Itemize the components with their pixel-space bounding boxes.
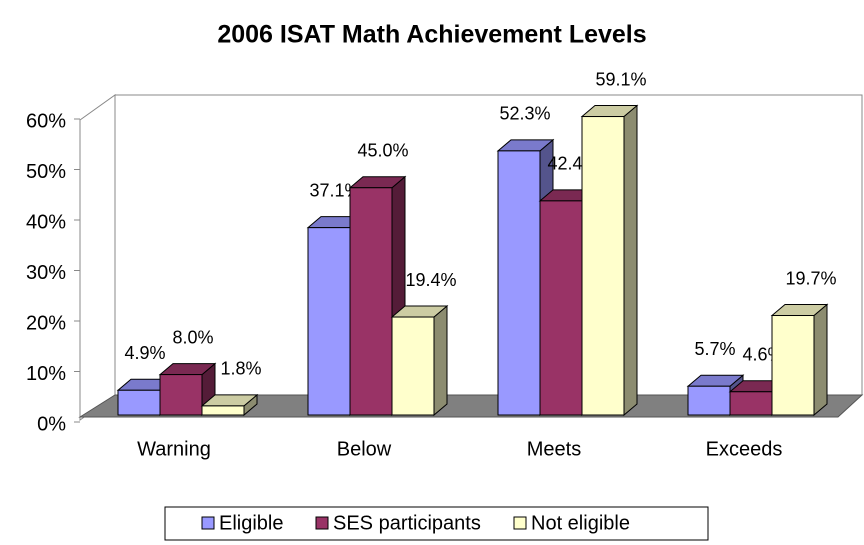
bar [201, 405, 245, 416]
y-tick-label: 30% [26, 262, 66, 284]
data-label: 5.7% [694, 339, 735, 359]
y-tick-label: 40% [26, 211, 66, 233]
data-label: 52.3% [499, 104, 550, 124]
bar [391, 316, 435, 416]
data-label: 19.7% [785, 268, 836, 288]
data-label: 45.0% [357, 141, 408, 161]
chart-title: 2006 ISAT Math Achievement Levels [217, 21, 646, 49]
x-tick-label: Meets [527, 438, 581, 460]
x-tick-label: Below [337, 438, 392, 460]
legend-swatch [315, 516, 329, 530]
data-label: 8.0% [172, 327, 213, 347]
bar [117, 389, 161, 416]
y-tick-label: 50% [26, 161, 66, 183]
legend [164, 506, 709, 541]
bar-side [623, 104, 638, 417]
data-label: 19.4% [405, 270, 456, 290]
legend-swatch [201, 516, 215, 530]
x-tick-label: Exceeds [706, 438, 783, 460]
bar [581, 116, 625, 416]
legend-label: Not eligible [531, 512, 630, 534]
bar [497, 150, 541, 416]
legend-swatch [513, 516, 527, 530]
y-tick-label: 10% [26, 363, 66, 385]
legend-label: SES participants [333, 512, 481, 534]
y-tick-label: 60% [26, 110, 66, 132]
data-label: 59.1% [595, 69, 646, 89]
bar [771, 315, 815, 416]
x-tick-label: Warning [137, 438, 211, 460]
y-tick-label: 20% [26, 312, 66, 334]
bar-side [433, 304, 448, 417]
bar [729, 391, 773, 416]
data-label: 1.8% [220, 359, 261, 379]
bar [687, 385, 731, 416]
data-label: 4.9% [124, 343, 165, 363]
legend-label: Eligible [219, 512, 283, 534]
bar-side [813, 303, 828, 417]
bar [539, 200, 583, 416]
y-tick-label: 0% [37, 413, 66, 435]
side-wall [79, 94, 116, 421]
bar [307, 227, 351, 416]
bar [159, 374, 203, 416]
floor [78, 394, 864, 418]
bar [349, 187, 393, 416]
data-label: 37.1% [309, 180, 360, 200]
